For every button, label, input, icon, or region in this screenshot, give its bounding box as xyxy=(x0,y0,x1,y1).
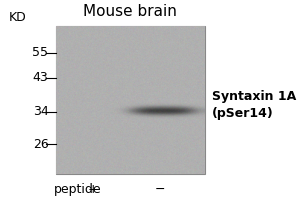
Text: 34: 34 xyxy=(33,105,49,118)
Text: peptide: peptide xyxy=(53,183,101,196)
Text: −: − xyxy=(155,183,165,196)
Text: +: + xyxy=(88,183,98,196)
Text: 26: 26 xyxy=(33,138,49,151)
Text: Syntaxin 1A
(pSer14): Syntaxin 1A (pSer14) xyxy=(212,90,296,120)
FancyBboxPatch shape xyxy=(56,26,205,174)
Text: Mouse brain: Mouse brain xyxy=(83,4,177,19)
Text: 55: 55 xyxy=(32,46,49,59)
Text: KD: KD xyxy=(9,11,27,24)
Text: 43: 43 xyxy=(33,71,49,84)
